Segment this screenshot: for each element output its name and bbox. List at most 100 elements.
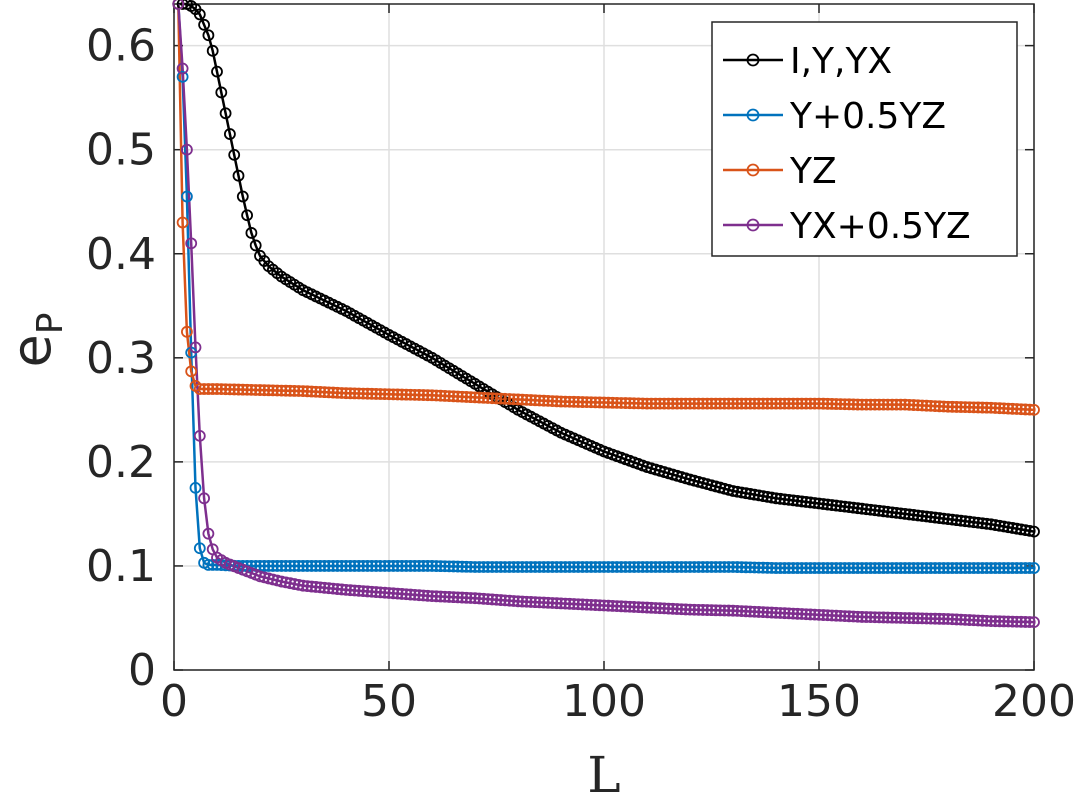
data-point xyxy=(318,560,331,572)
data-point xyxy=(297,579,309,592)
data-point xyxy=(1002,615,1015,628)
data-point xyxy=(989,402,1002,414)
data-point xyxy=(512,595,524,608)
data-point xyxy=(305,385,318,398)
data-point xyxy=(469,592,481,605)
data-point xyxy=(176,70,189,83)
data-point xyxy=(516,595,529,608)
data-point xyxy=(1023,616,1036,628)
data-point xyxy=(374,560,387,572)
data-point xyxy=(899,612,911,624)
data-point xyxy=(748,605,761,618)
data-point xyxy=(856,502,868,515)
data-point xyxy=(245,383,258,396)
data-point xyxy=(735,397,748,410)
data-point xyxy=(370,586,383,598)
data-point xyxy=(198,383,211,395)
data-point xyxy=(284,560,297,572)
data-point xyxy=(572,396,585,408)
data-point xyxy=(193,429,206,442)
data-point xyxy=(525,596,537,608)
data-point xyxy=(413,389,426,401)
data-point xyxy=(783,562,795,574)
data-point xyxy=(611,561,623,573)
data-point xyxy=(636,397,649,410)
data-point xyxy=(580,598,593,611)
data-point xyxy=(598,599,610,612)
data-point xyxy=(843,398,855,411)
data-point xyxy=(787,494,800,507)
data-point xyxy=(684,397,696,410)
data-point xyxy=(365,387,378,400)
data-point xyxy=(912,399,924,412)
data-point xyxy=(808,497,821,509)
data-point xyxy=(714,397,726,410)
data-point xyxy=(348,387,361,400)
data-point xyxy=(830,499,843,512)
data-point xyxy=(258,560,271,572)
data-point xyxy=(232,169,245,182)
data-point xyxy=(752,397,765,410)
data-point xyxy=(847,562,860,574)
data-point xyxy=(718,604,731,617)
data-point xyxy=(692,397,705,410)
data-point xyxy=(658,397,671,410)
data-point xyxy=(301,580,314,593)
data-point xyxy=(365,585,378,598)
data-point xyxy=(572,561,585,573)
data-point xyxy=(456,560,469,573)
data-point xyxy=(727,561,739,573)
data-point xyxy=(744,561,757,574)
data-point xyxy=(834,398,847,411)
data-point xyxy=(881,611,894,624)
data-point xyxy=(447,560,460,573)
data-point xyxy=(976,401,989,414)
data-point xyxy=(559,561,572,573)
data-point xyxy=(817,498,830,510)
data-point xyxy=(636,601,649,614)
data-point xyxy=(271,560,284,572)
data-point xyxy=(765,491,778,504)
data-point xyxy=(258,384,271,397)
data-point xyxy=(503,393,516,405)
data-point xyxy=(920,510,933,523)
data-point xyxy=(352,584,365,597)
data-point xyxy=(490,561,503,573)
data-point xyxy=(555,395,567,408)
data-point xyxy=(211,65,223,78)
data-point xyxy=(920,612,933,625)
data-point xyxy=(593,396,606,409)
data-point xyxy=(434,560,447,573)
data-point xyxy=(606,561,619,573)
data-point xyxy=(671,561,683,573)
data-point xyxy=(413,560,426,572)
data-point xyxy=(757,561,769,574)
data-point xyxy=(735,486,748,499)
data-point xyxy=(980,562,993,574)
data-point xyxy=(933,512,946,524)
data-point xyxy=(791,494,804,507)
data-point xyxy=(804,562,817,574)
data-point xyxy=(589,561,602,573)
data-point xyxy=(469,391,481,404)
data-point xyxy=(933,562,946,574)
data-point xyxy=(421,589,434,602)
data-point xyxy=(499,594,512,607)
data-point xyxy=(1028,403,1040,416)
data-point xyxy=(636,561,649,573)
data-point xyxy=(783,493,795,506)
y-tick-label: 0.6 xyxy=(86,21,156,72)
data-point xyxy=(202,383,215,395)
data-point xyxy=(391,587,404,600)
data-point xyxy=(929,612,941,625)
data-point xyxy=(202,527,215,540)
data-point xyxy=(193,383,206,395)
data-point xyxy=(795,608,808,620)
data-point xyxy=(658,602,671,615)
data-point xyxy=(886,506,898,519)
data-point xyxy=(873,611,886,624)
data-point xyxy=(460,591,473,604)
data-point xyxy=(1006,402,1019,415)
data-point xyxy=(890,398,903,411)
data-point xyxy=(1010,562,1023,574)
